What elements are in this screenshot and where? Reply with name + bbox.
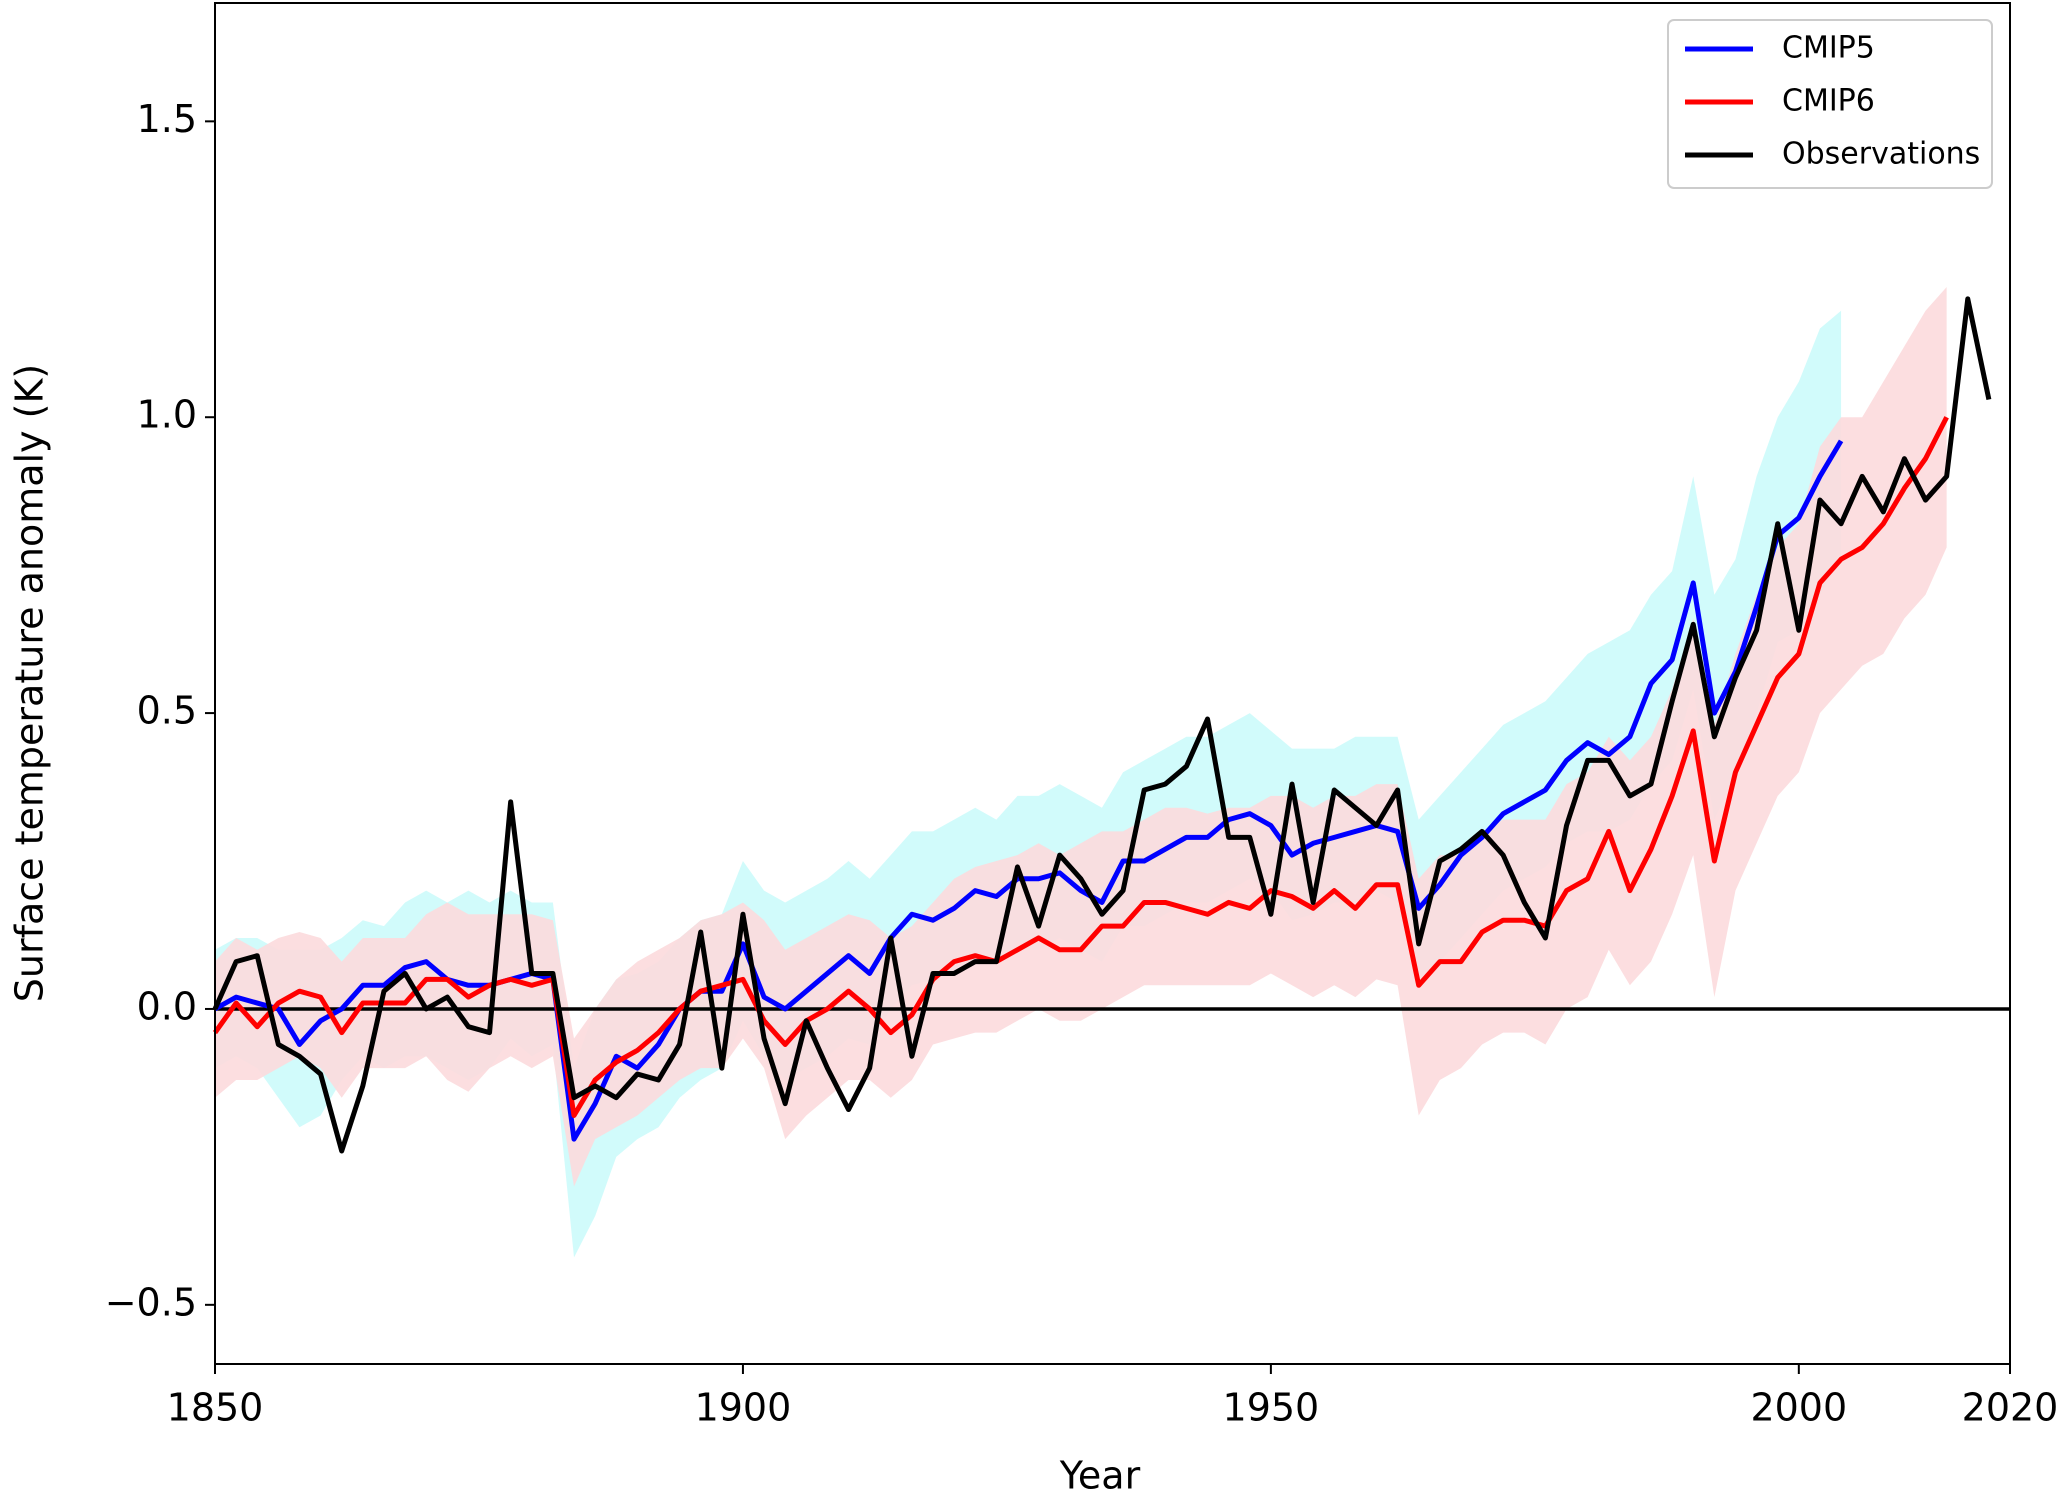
series-line <box>212 416 1949 1118</box>
x-tick-label: 1900 <box>695 1386 792 1430</box>
x-tick-label: 2000 <box>1750 1386 1847 1430</box>
x-tick-label: 2020 <box>1962 1386 2059 1430</box>
legend-label: CMIP5 <box>1782 31 1875 66</box>
y-axis-label: Surface temperature anomaly (K) <box>8 364 52 1002</box>
y-tick-label: 0.5 <box>137 689 197 733</box>
x-tick-label: 1950 <box>1223 1386 1320 1430</box>
x-axis-label: Year <box>1059 1454 1141 1498</box>
y-tick-label: 0.0 <box>137 984 197 1028</box>
y-tick-label: 1.5 <box>137 97 197 141</box>
series-line <box>212 296 1992 1154</box>
x-tick-label: 1850 <box>167 1386 264 1430</box>
plot-frame <box>214 2 2011 1365</box>
uncertainty-band <box>215 287 1947 1187</box>
y-tick-label: −0.5 <box>105 1280 197 1324</box>
legend-box <box>1667 19 1993 189</box>
y-tick-label: 1.0 <box>137 393 197 437</box>
legend: CMIP5 CMIP6 Observations <box>1667 19 1993 189</box>
legend-label: CMIP6 <box>1782 84 1875 119</box>
legend-label: Observations <box>1782 137 1980 172</box>
